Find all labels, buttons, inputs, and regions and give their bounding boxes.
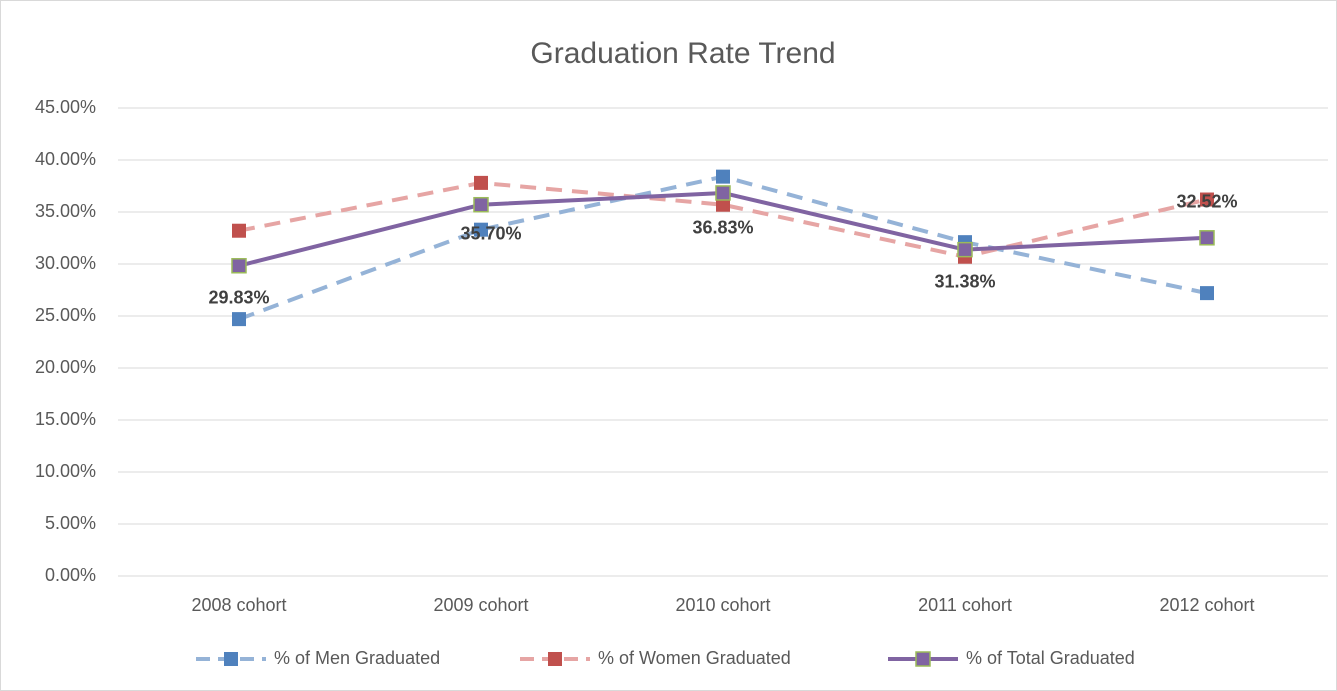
x-tick-label: 2009 cohort	[433, 595, 528, 615]
marker	[715, 185, 731, 201]
x-tick-label: 2010 cohort	[675, 595, 770, 615]
y-tick-label: 10.00%	[35, 461, 96, 481]
marker	[231, 258, 247, 274]
x-tick-label: 2011 cohort	[918, 595, 1012, 615]
legend-marker	[915, 651, 931, 667]
y-tick-label: 20.00%	[35, 357, 96, 377]
y-tick-label: 5.00%	[45, 513, 96, 533]
legend-marker	[548, 652, 562, 666]
data-label: 31.38%	[934, 271, 995, 291]
series-line	[238, 180, 1208, 259]
marker	[474, 175, 488, 190]
data-label: 29.83%	[208, 288, 269, 308]
y-tick-label: 15.00%	[35, 409, 96, 429]
marker	[1200, 192, 1214, 207]
legend-marker	[224, 652, 238, 666]
x-tick-label: 2008 cohort	[191, 595, 286, 615]
y-tick-label: 25.00%	[35, 305, 96, 325]
marker	[957, 241, 973, 258]
x-tick-label: 2012 cohort	[1159, 595, 1254, 615]
marker	[232, 223, 246, 238]
marker	[473, 196, 489, 213]
legend-label: % of Women Graduated	[598, 648, 791, 668]
marker	[232, 312, 246, 327]
marker	[1199, 230, 1215, 246]
legend-label: % of Total Graduated	[966, 648, 1135, 668]
y-tick-label: 0.00%	[45, 565, 96, 585]
marker	[716, 197, 730, 212]
data-label: 32.52%	[1176, 192, 1237, 212]
marker	[474, 222, 488, 237]
data-label: 36.83%	[692, 218, 753, 238]
y-tick-label: 30.00%	[35, 253, 96, 273]
legend-label: % of Men Graduated	[274, 648, 440, 668]
data-label: 35.70%	[460, 223, 521, 243]
y-tick-label: 45.00%	[35, 97, 96, 117]
y-tick-label: 40.00%	[35, 149, 96, 169]
marker	[1200, 286, 1214, 301]
marker	[716, 169, 730, 184]
chart-title: Graduation Rate Trend	[530, 37, 835, 70]
y-tick-label: 35.00%	[35, 201, 96, 221]
